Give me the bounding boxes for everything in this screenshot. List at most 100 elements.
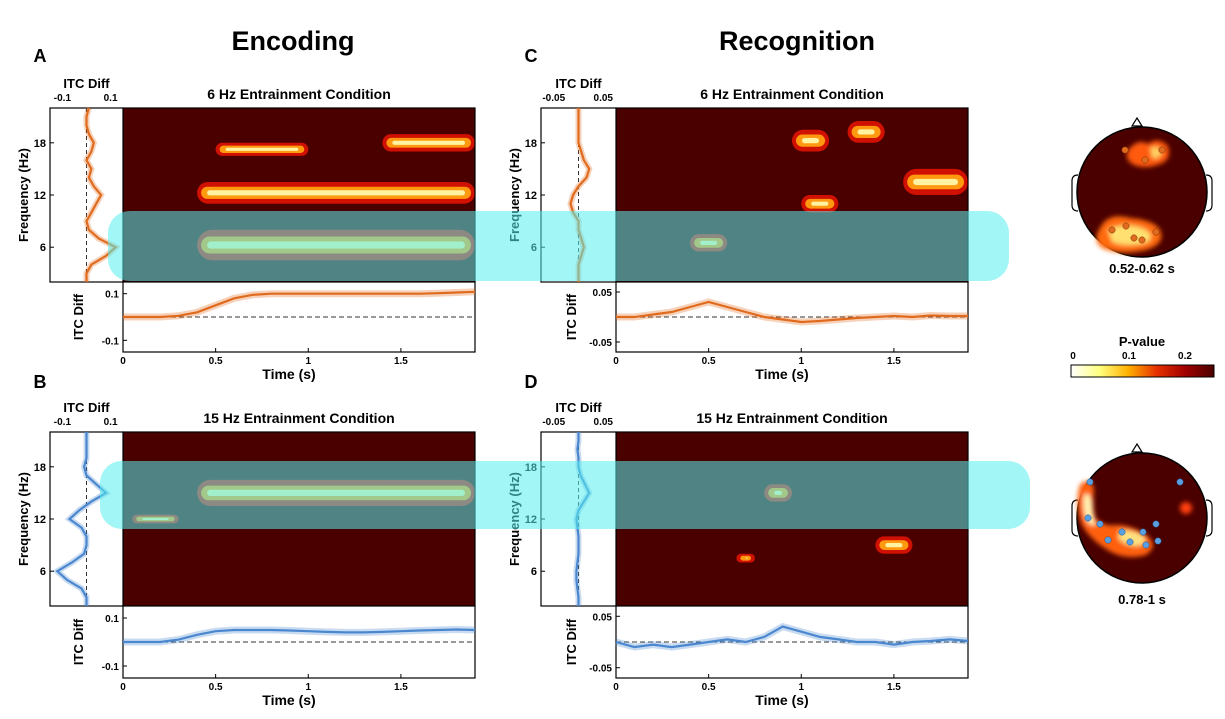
- x-axis-label: Time (s): [262, 692, 315, 708]
- topomap-electrodes: [1108, 146, 1166, 244]
- x-axis-label: Time (s): [755, 366, 808, 382]
- topomap-2: 0.78-1 s: [1071, 442, 1213, 607]
- colorbar-tick-0: 0: [1070, 351, 1076, 362]
- y-tick-label: 18: [34, 462, 46, 474]
- x-axis-label: Time (s): [262, 366, 315, 382]
- heading-recognition: Recognition: [719, 26, 875, 56]
- topomap-electrodes: [1084, 478, 1184, 549]
- y-axis-label: Frequency (Hz): [16, 148, 31, 242]
- bottom-y-tick-label: 0.1: [105, 290, 119, 301]
- x-tick-label: 1.5: [887, 356, 901, 367]
- colorbar-gradient: [1070, 364, 1215, 378]
- electrode-dot: [1084, 514, 1092, 522]
- electrode-dot: [1154, 537, 1162, 545]
- electrode-dot: [1108, 226, 1116, 234]
- side-plot-title: ITC Diff: [63, 400, 110, 415]
- cluster-core: [802, 138, 820, 144]
- topomap-head: [1076, 452, 1208, 584]
- heatmap-cluster: [801, 195, 839, 213]
- topomap-2-label: 0.78-1 s: [1118, 592, 1166, 607]
- side-plot-tick: -0.05: [542, 93, 565, 104]
- x-tick-label: 0.5: [209, 356, 223, 367]
- bottom-y-tick-label: 0.05: [593, 612, 613, 623]
- y-axis-label: Frequency (Hz): [16, 472, 31, 566]
- side-plot-tick: 0.05: [594, 93, 614, 104]
- electrode-dot: [1130, 234, 1138, 242]
- x-tick-label: 1: [798, 356, 804, 367]
- colorbar: P-value 0 0.1 0.2: [1070, 334, 1215, 378]
- bottom-y-tick-label: -0.1: [102, 336, 120, 347]
- heatmap-cluster: [197, 181, 475, 204]
- bottom-y-axis-label: ITC Diff: [71, 618, 86, 665]
- bottom-plot-line: [616, 300, 968, 324]
- x-tick-label: 0.5: [702, 682, 716, 693]
- cluster-core: [913, 178, 958, 186]
- side-plot-tick: -0.05: [542, 417, 565, 428]
- x-tick-label: 1.5: [887, 682, 901, 693]
- panel-letter: C: [525, 46, 538, 66]
- x-tick-label: 0.5: [702, 356, 716, 367]
- side-plot-tick: -0.1: [54, 417, 72, 428]
- bottom-y-tick-label: 0.05: [593, 288, 613, 299]
- side-plot-title: ITC Diff: [555, 76, 602, 91]
- heatmap-title: 15 Hz Entrainment Condition: [203, 410, 394, 426]
- bottom-y-tick-label: -0.05: [589, 338, 612, 349]
- electrode-dot: [1176, 478, 1184, 486]
- electrode-dot: [1104, 536, 1112, 544]
- cluster-core: [746, 557, 748, 560]
- topomap-left-ear: [1071, 499, 1079, 537]
- heatmap-cluster: [382, 134, 475, 152]
- electrode-dot: [1139, 528, 1147, 536]
- x-tick-label: 1: [798, 682, 804, 693]
- bottom-y-tick-label: -0.05: [589, 664, 612, 675]
- colorbar-tick-2: 0.2: [1178, 351, 1192, 362]
- y-tick-label: 12: [525, 190, 537, 202]
- heading-encoding: Encoding: [232, 26, 355, 56]
- x-tick-label: 1.5: [394, 356, 408, 367]
- panel-d: D 15 Hz Entrainment Condition ITC Diff -0.0…: [507, 372, 969, 708]
- bottom-y-axis-label: ITC Diff: [564, 618, 579, 665]
- bottom-plot-line: [123, 290, 476, 319]
- electrode-dot: [1122, 222, 1130, 230]
- bottom-plot-line: [615, 625, 969, 649]
- y-tick-label: 12: [34, 190, 46, 202]
- topomap-clusters: [1096, 140, 1169, 253]
- y-tick-label: 12: [34, 514, 46, 526]
- x-tick-label: 0.5: [209, 682, 223, 693]
- heatmap-cluster: [903, 168, 968, 195]
- y-tick-label: 6: [40, 242, 46, 254]
- side-plot-tick: 0.05: [594, 417, 614, 428]
- bottom-plot-line: [123, 628, 476, 644]
- electrode-dot: [1152, 228, 1160, 236]
- heatmap-title: 6 Hz Entrainment Condition: [700, 86, 884, 102]
- heatmap-title: 15 Hz Entrainment Condition: [696, 410, 887, 426]
- electrode-dot: [1118, 528, 1126, 536]
- panel-b: B 15 Hz Entrainment Condition ITC Diff -0.1…: [16, 372, 476, 708]
- topomap-nose: [1130, 116, 1144, 127]
- colorbar-tick-1: 0.1: [1122, 351, 1136, 362]
- cluster-core: [392, 140, 465, 145]
- electrode-dot: [1126, 538, 1134, 546]
- heatmap-cluster: [736, 553, 755, 563]
- panel-letter: B: [34, 372, 47, 392]
- x-tick-label: 1: [305, 356, 311, 367]
- topomap-nose: [1130, 442, 1144, 453]
- side-plot-title: ITC Diff: [555, 400, 602, 415]
- side-plot-tick: -0.1: [54, 93, 72, 104]
- electrode-dot: [1152, 520, 1160, 528]
- heatmap-cluster: [215, 142, 309, 156]
- electrode-dot: [1141, 156, 1149, 164]
- electrode-dot: [1158, 146, 1166, 154]
- electrode-dot: [1142, 541, 1150, 549]
- cluster-core: [811, 201, 829, 206]
- electrode-dot: [1086, 478, 1094, 486]
- heatmap-title: 6 Hz Entrainment Condition: [207, 86, 391, 102]
- panel-letter: A: [34, 46, 47, 66]
- y-tick-label: 6: [531, 566, 537, 578]
- topomap-1: 0.52-0.62 s: [1071, 116, 1213, 276]
- x-tick-label: 0: [120, 682, 126, 693]
- cluster-mid: [740, 555, 751, 561]
- x-tick-label: 0: [613, 682, 619, 693]
- heatmap-cluster: [792, 129, 830, 152]
- x-tick-label: 0: [120, 356, 126, 367]
